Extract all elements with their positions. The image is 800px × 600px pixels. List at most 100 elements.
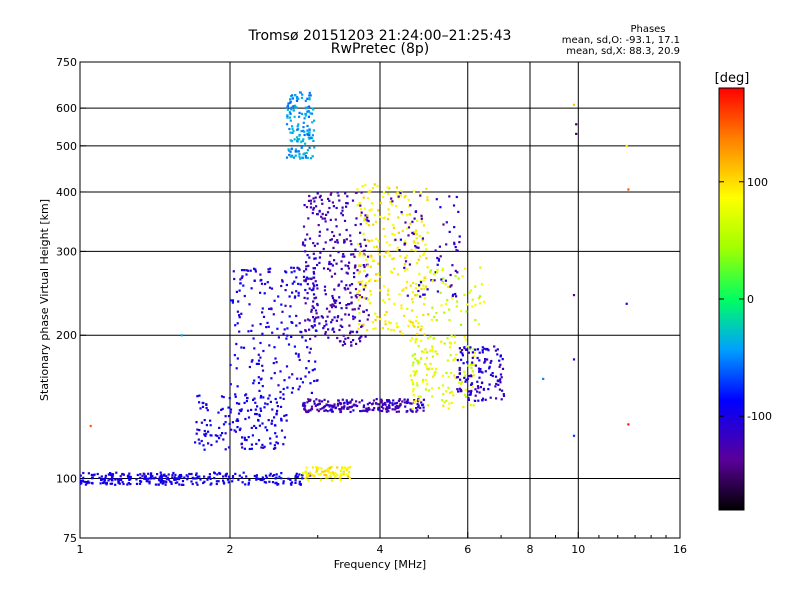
data-point bbox=[419, 406, 422, 410]
data-point bbox=[304, 155, 307, 158]
data-point bbox=[270, 422, 273, 425]
data-point bbox=[308, 399, 311, 402]
data-point bbox=[417, 326, 420, 329]
data-point bbox=[453, 335, 457, 338]
data-point bbox=[350, 301, 353, 304]
data-point bbox=[205, 406, 208, 410]
data-point bbox=[263, 406, 266, 409]
data-point bbox=[239, 282, 242, 285]
data-point bbox=[307, 136, 310, 139]
data-point bbox=[407, 198, 410, 201]
data-point bbox=[334, 301, 337, 304]
data-point bbox=[452, 293, 455, 296]
data-point bbox=[196, 475, 199, 478]
data-point bbox=[285, 337, 288, 340]
data-point bbox=[250, 426, 253, 429]
data-point bbox=[303, 244, 306, 247]
data-point bbox=[203, 419, 206, 422]
data-point bbox=[450, 401, 453, 405]
data-point bbox=[334, 406, 338, 409]
data-point bbox=[148, 480, 151, 483]
data-point bbox=[250, 447, 253, 450]
data-point bbox=[215, 482, 218, 486]
data-point bbox=[306, 124, 309, 128]
data-point bbox=[243, 294, 246, 298]
data-point bbox=[372, 327, 375, 331]
data-point bbox=[396, 405, 399, 408]
data-point bbox=[412, 281, 415, 285]
data-point bbox=[255, 442, 258, 445]
data-point bbox=[311, 137, 314, 140]
data-point bbox=[338, 328, 341, 332]
data-point bbox=[407, 401, 410, 404]
data-point bbox=[340, 467, 344, 470]
data-point bbox=[277, 295, 280, 298]
data-point bbox=[473, 351, 476, 354]
data-point bbox=[366, 219, 369, 222]
data-point bbox=[119, 475, 122, 478]
data-point bbox=[345, 306, 348, 310]
data-point bbox=[329, 193, 332, 196]
data-point bbox=[363, 249, 366, 252]
data-point bbox=[261, 443, 264, 446]
data-point bbox=[238, 428, 241, 432]
data-point bbox=[345, 469, 348, 472]
data-point bbox=[229, 411, 232, 414]
data-point bbox=[403, 196, 406, 199]
data-point bbox=[411, 300, 414, 304]
data-point bbox=[303, 117, 306, 120]
data-point bbox=[381, 409, 384, 413]
data-point bbox=[308, 328, 311, 331]
data-point bbox=[222, 479, 225, 482]
data-point bbox=[417, 400, 420, 403]
data-point bbox=[411, 381, 414, 384]
data-point bbox=[467, 364, 470, 367]
data-point bbox=[178, 483, 181, 486]
data-point bbox=[355, 217, 358, 220]
data-point bbox=[426, 368, 429, 371]
data-point bbox=[312, 197, 315, 200]
data-point bbox=[195, 472, 198, 475]
data-point bbox=[323, 398, 326, 401]
data-point bbox=[289, 131, 292, 134]
data-point bbox=[364, 409, 367, 412]
data-point bbox=[408, 263, 411, 266]
data-point bbox=[329, 466, 332, 470]
data-point bbox=[477, 323, 481, 326]
data-point bbox=[494, 375, 498, 378]
data-point bbox=[254, 401, 257, 404]
data-point bbox=[196, 428, 199, 431]
data-point bbox=[348, 284, 352, 287]
data-point bbox=[347, 401, 350, 404]
data-point bbox=[170, 482, 173, 485]
data-point bbox=[395, 410, 398, 413]
data-point bbox=[324, 409, 327, 412]
data-point bbox=[329, 218, 332, 221]
data-point bbox=[313, 320, 316, 323]
data-point bbox=[327, 400, 330, 403]
data-point bbox=[409, 204, 412, 207]
data-point bbox=[317, 473, 320, 476]
data-point bbox=[296, 125, 299, 128]
data-point bbox=[210, 434, 213, 437]
data-point bbox=[291, 282, 294, 285]
data-point bbox=[153, 477, 156, 480]
data-point bbox=[347, 407, 350, 410]
data-point bbox=[431, 280, 434, 283]
data-point bbox=[100, 475, 103, 478]
data-point bbox=[331, 405, 334, 408]
data-point bbox=[293, 138, 296, 141]
data-point bbox=[415, 337, 418, 340]
data-point bbox=[410, 337, 414, 340]
data-point bbox=[343, 239, 346, 242]
data-point bbox=[308, 128, 311, 131]
data-point bbox=[160, 473, 163, 476]
data-point bbox=[210, 443, 213, 447]
data-point bbox=[286, 116, 289, 119]
data-point bbox=[296, 150, 299, 153]
data-point bbox=[259, 279, 262, 282]
data-point bbox=[412, 394, 415, 397]
data-point bbox=[258, 389, 261, 392]
data-point bbox=[396, 246, 399, 249]
data-point bbox=[352, 272, 356, 275]
